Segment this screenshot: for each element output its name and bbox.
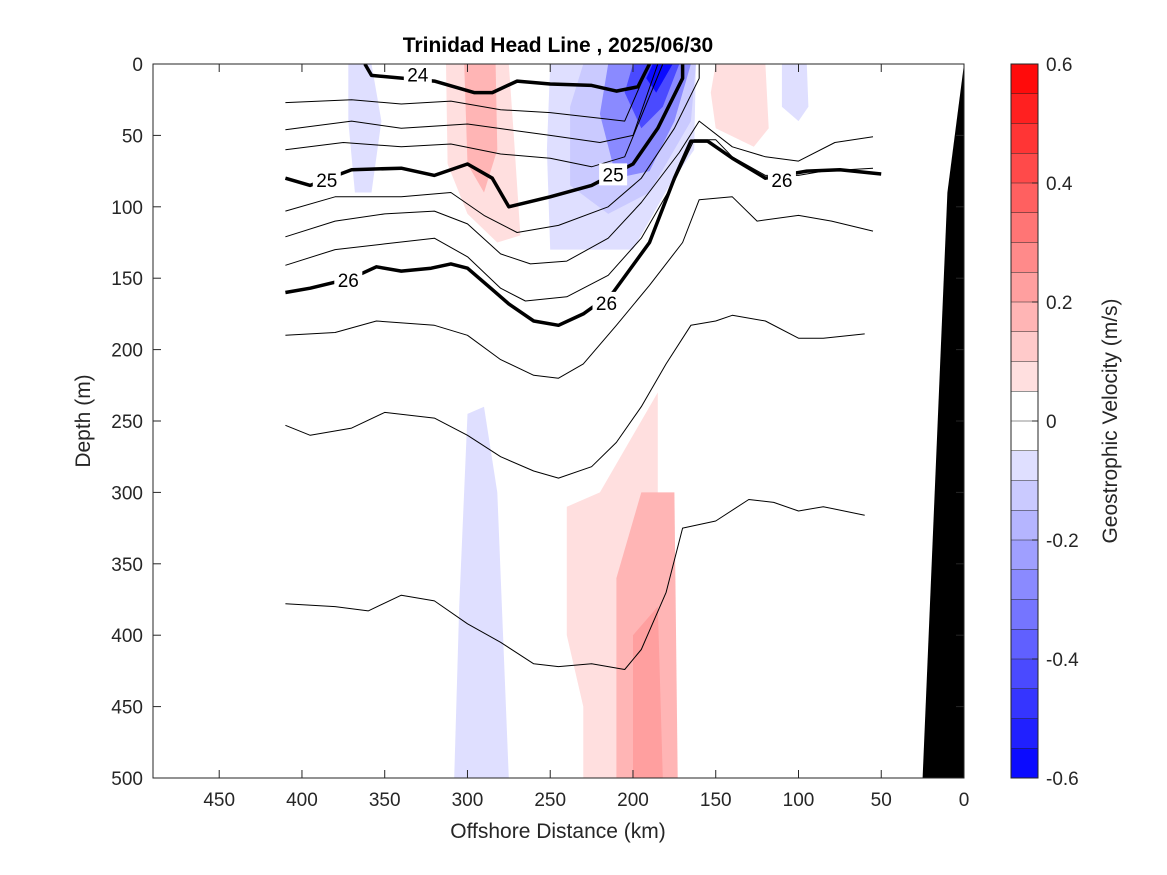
y-tick-label-200: 200 — [111, 341, 143, 362]
colorbar-segment — [1011, 242, 1038, 273]
colorbar-tick-label: 0 — [1046, 412, 1057, 433]
y-tick-label-350: 350 — [111, 555, 143, 576]
colorbar-segment — [1011, 510, 1038, 541]
isopycnal-26 — [285, 139, 882, 328]
x-tick-label-300: 300 — [452, 790, 484, 811]
x-tick-label-200: 200 — [617, 790, 649, 811]
velocity-patch-6 — [624, 64, 680, 129]
colorbar-segment — [1011, 212, 1038, 243]
isopycnal-24_6 — [285, 64, 659, 143]
colorbar-segment — [1011, 361, 1038, 392]
colorbar-segment — [1011, 569, 1038, 600]
x-axis: 450 400 350 300 250 200 150 100 50 0 — [203, 64, 969, 811]
isopycnal-26_8 — [285, 499, 865, 670]
x-tick-label-0: 0 — [959, 790, 970, 811]
y-axis-label: Depth (m) — [72, 374, 95, 467]
chart-title: Trinidad Head Line , 2025/06/30 — [403, 34, 713, 57]
bathymetry — [922, 64, 964, 778]
seafloor-shape — [922, 64, 964, 778]
colorbar-segment — [1011, 599, 1038, 630]
colorbar-tick-label: -0.6 — [1046, 769, 1079, 790]
velocity-patch-2 — [464, 64, 498, 193]
contour-label-bg — [312, 169, 341, 192]
y-tick-label-500: 500 — [111, 769, 143, 790]
velocity-patch-8 — [710, 64, 769, 147]
x-tick-label-400: 400 — [286, 790, 318, 811]
contour-label-bg — [334, 269, 363, 292]
x-tick-label-100: 100 — [783, 790, 815, 811]
x-axis-label: Offshore Distance (km) — [450, 820, 666, 843]
colorbar-segment — [1011, 123, 1038, 154]
isopycnal-24_8 — [285, 64, 664, 168]
y-tick-label-50: 50 — [122, 126, 143, 147]
contour-label-26-2: 26 — [771, 171, 792, 192]
y-axis: 0 50 100 150 200 250 300 350 400 450 500 — [111, 55, 964, 790]
contour-label-26-1: 26 — [596, 294, 617, 315]
y-tick-label-250: 250 — [111, 412, 143, 433]
isopycnal-26_5 — [285, 314, 865, 479]
colorbar-segment — [1011, 331, 1038, 362]
colorbar-segment — [1011, 93, 1038, 124]
colorbar-segment — [1011, 64, 1038, 95]
y-tick-label-450: 450 — [111, 698, 143, 719]
isopycnal-26_2 — [285, 196, 874, 379]
colorbar-segment — [1011, 183, 1038, 214]
colorbar-tick-label: 0.6 — [1046, 55, 1072, 76]
velocity-patch-0 — [348, 64, 382, 193]
velocity-patch-13 — [633, 606, 663, 778]
colorbar-segment — [1011, 450, 1038, 481]
contour-label-24-0: 24 — [407, 65, 429, 86]
x-tick-label-450: 450 — [203, 790, 235, 811]
y-tick-label-300: 300 — [111, 483, 143, 504]
y-tick-label-400: 400 — [111, 626, 143, 647]
isopycnal-25 — [284, 64, 685, 209]
x-tick-label-150: 150 — [700, 790, 732, 811]
colorbar-segment — [1011, 302, 1038, 333]
isopycnal-24_3 — [285, 64, 650, 122]
isopycnal-labels: 24 25 25 26 26 26 — [312, 63, 796, 315]
colorbar-segment — [1011, 659, 1038, 690]
colorbar-segment — [1011, 540, 1038, 571]
contour-label-bg — [599, 163, 628, 186]
x-tick-label-250: 250 — [534, 790, 566, 811]
colorbar-segment — [1011, 391, 1038, 422]
colorbar-tick-label: 0.2 — [1046, 293, 1072, 314]
velocity-patch-9 — [781, 64, 809, 122]
colorbar-tick-label: -0.4 — [1046, 650, 1079, 671]
colorbar-segment — [1011, 272, 1038, 303]
x-tick-label-50: 50 — [871, 790, 892, 811]
colorbar-segment — [1011, 688, 1038, 719]
contour-label-bg — [403, 63, 432, 86]
colorbar — [1010, 63, 1039, 779]
colorbar-label: Geostrophic Velocity (m/s) — [1099, 298, 1122, 543]
velocity-patch-10 — [454, 406, 509, 778]
colorbar-tick-label: -0.2 — [1046, 531, 1079, 552]
colorbar-axis: 0.6 0.4 0.2 0 -0.2 -0.4 -0.6 — [1032, 55, 1079, 790]
x-tick-label-350: 350 — [369, 790, 401, 811]
colorbar-segment — [1011, 480, 1038, 511]
contour-label-26-0: 26 — [338, 271, 359, 292]
contour-label-bg — [592, 291, 621, 314]
y-tick-label-150: 150 — [111, 269, 143, 290]
colorbar-segment — [1011, 421, 1038, 452]
velocity-patch-7 — [646, 64, 673, 93]
colorbar-segment — [1011, 153, 1038, 184]
contour-label-25-0: 25 — [316, 171, 337, 192]
y-tick-label-100: 100 — [111, 198, 143, 219]
contour-label-25-1: 25 — [603, 165, 624, 186]
colorbar-tick-label: 0.4 — [1046, 174, 1073, 195]
velocity-field — [348, 64, 809, 778]
isopycnal-25_4 — [285, 120, 874, 265]
colorbar-segment — [1011, 718, 1038, 749]
colorbar-segment — [1011, 748, 1038, 779]
colorbar-segment — [1011, 629, 1038, 660]
y-tick-label-0: 0 — [132, 55, 143, 76]
isopycnal-25_2 — [285, 64, 700, 233]
contour-label-bg — [767, 169, 796, 192]
